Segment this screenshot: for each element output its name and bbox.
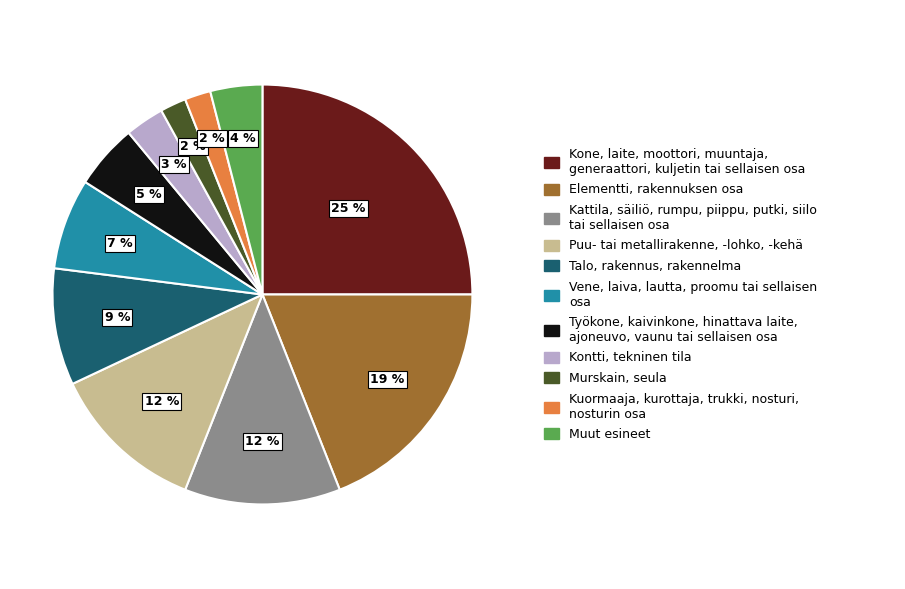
Wedge shape xyxy=(85,133,262,294)
Legend: Kone, laite, moottori, muuntaja,
generaattori, kuljetin tai sellaisen osa, Eleme: Kone, laite, moottori, muuntaja, generaa… xyxy=(538,143,822,446)
Text: 3 %: 3 % xyxy=(161,158,186,171)
Wedge shape xyxy=(54,182,262,294)
Text: 12 %: 12 % xyxy=(245,435,280,448)
Text: 2 %: 2 % xyxy=(199,133,224,145)
Wedge shape xyxy=(129,111,262,294)
Wedge shape xyxy=(52,268,262,384)
Wedge shape xyxy=(262,85,472,294)
Text: 25 %: 25 % xyxy=(331,202,366,215)
Wedge shape xyxy=(72,294,262,489)
Text: 2 %: 2 % xyxy=(180,140,205,153)
Wedge shape xyxy=(186,91,262,294)
Text: 7 %: 7 % xyxy=(108,237,133,250)
Text: 12 %: 12 % xyxy=(145,395,179,408)
Wedge shape xyxy=(186,294,339,504)
Text: 4 %: 4 % xyxy=(230,132,255,145)
Wedge shape xyxy=(210,85,262,294)
Wedge shape xyxy=(262,294,472,489)
Text: 5 %: 5 % xyxy=(137,188,162,201)
Text: 9 %: 9 % xyxy=(105,311,130,324)
Wedge shape xyxy=(161,100,262,294)
Text: 19 %: 19 % xyxy=(370,373,405,386)
